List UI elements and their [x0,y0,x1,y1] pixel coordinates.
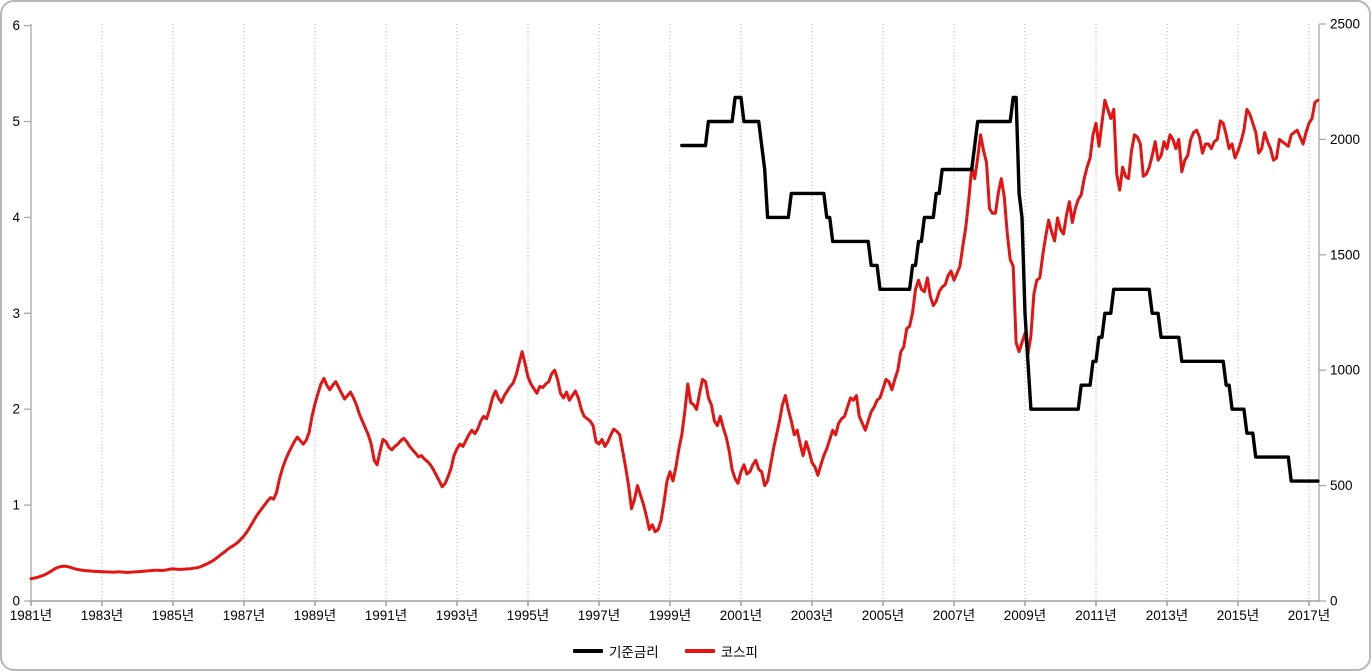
x-axis-tick-label: 1989년 [294,608,336,623]
x-axis-tick-label: 2013년 [1146,608,1188,623]
kospi-line-swatch [684,649,715,653]
y-axis-right-tick-label: 1000 [1330,363,1360,378]
x-axis-tick-label: 2017년 [1288,608,1330,623]
y-axis-right-tick-label: 2000 [1330,132,1360,147]
x-axis-tick-label: 1997년 [578,608,620,623]
legend-label-base-rate: 기준금리 [609,645,659,660]
x-axis-tick-label: 2011년 [1075,608,1116,623]
y-axis-left-tick-label: 2 [12,402,20,417]
gridlines [101,24,1310,601]
x-axis-tick-label: 1983년 [81,608,123,623]
x-axis-tick-label: 2005년 [862,608,904,623]
x-axis-tick-label: 1995년 [507,608,549,623]
x-axis-tick-label: 2009년 [1004,608,1046,623]
y-axis-right-tick-label: 0 [1330,594,1338,609]
y-axis-left: 0 1 2 3 4 5 6 [12,18,32,609]
y-axis-right-tick-label: 500 [1330,478,1353,493]
base-rate-line [680,95,1320,483]
x-axis-tick-label: 1999년 [649,608,691,623]
legend-item-kospi[interactable]: 코스피 [684,641,758,661]
base-rate-line-swatch [573,649,604,653]
y-axis-left-tick-label: 4 [12,210,20,225]
x-axis-tick-label: 2001년 [720,608,762,623]
y-axis-left-tick-label: 3 [12,306,20,321]
x-axis-tick-label: 1987년 [223,608,265,623]
x-axis: 1981년 1983년 1985년 1987년 1989년 1991년 1993년 1995년… [10,600,1330,623]
x-axis-tick-label: 1993년 [436,608,478,623]
y-axis-left-tick-label: 6 [12,18,20,33]
legend-item-base-rate[interactable]: 기준금리 [573,641,659,661]
x-axis-tick-label: 2015년 [1217,608,1259,623]
y-axis-left-tick-label: 5 [12,114,20,129]
y-axis-left-tick-label: 1 [12,498,20,513]
x-axis-tick-label: 2003년 [791,608,833,623]
x-axis-tick-label: 1985년 [152,608,194,623]
legend-label-kospi: 코스피 [720,645,758,660]
x-axis-tick-label: 2007년 [933,608,975,623]
x-axis-tick-label: 1981년 [10,608,52,623]
y-axis-right: 0 500 1000 1500 2000 2500 [1318,17,1360,609]
y-axis-right-tick-label: 2500 [1330,17,1360,32]
chart-legend: 기준금리 코스피 [2,641,1329,661]
x-axis-tick-label: 1991년 [365,608,407,623]
kospi-line [29,98,1320,581]
y-axis-right-tick-label: 1500 [1330,247,1360,262]
y-axis-left-tick-label: 0 [12,594,20,609]
